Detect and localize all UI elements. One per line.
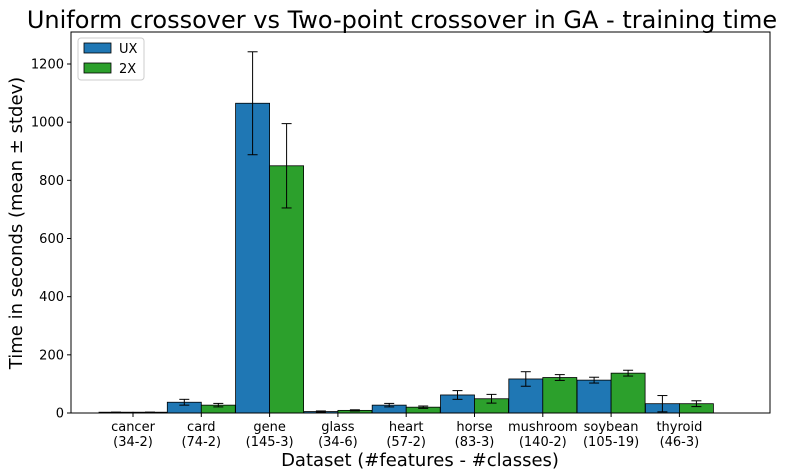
- legend: UX 2X: [77, 37, 145, 81]
- x-tick-label-detail: (57-2): [386, 435, 426, 450]
- x-tick-label-glass: glass (34-6): [318, 420, 358, 450]
- y-axis-label: Time in seconds (mean ± stdev): [6, 77, 27, 370]
- y-tick-label-1200: 1200: [31, 57, 64, 72]
- x-axis: cancer (34-2)card (74-2)gene (145-3)glass (3…: [111, 413, 702, 450]
- x-tick-label-detail: (46-3): [660, 435, 700, 450]
- x-tick-label-horse: horse (83-3): [455, 420, 495, 450]
- x-tick-label-name: card: [187, 420, 215, 435]
- x-tick-label-detail: (105-19): [583, 435, 639, 450]
- y-tick-label-0: 0: [56, 407, 64, 422]
- bar-2x-mushroom: [542, 377, 578, 414]
- x-tick-label-name: thyroid: [656, 420, 702, 435]
- x-tick-label-name: cancer: [111, 420, 155, 435]
- legend-swatch-2x: [83, 62, 112, 74]
- bar-ux-soybean: [576, 379, 612, 414]
- y-tick-label-600: 600: [39, 232, 64, 247]
- x-tick-label-name: mushroom: [508, 420, 578, 435]
- y-tick-label-200: 200: [39, 348, 64, 363]
- x-tick-label-thyroid: thyroid (46-3): [656, 420, 702, 450]
- y-tick-label-400: 400: [39, 290, 64, 305]
- x-tick-label-name: horse: [456, 420, 492, 435]
- x-tick-label-card: card (74-2): [181, 420, 221, 450]
- x-tick-label-detail: (34-6): [318, 435, 358, 450]
- x-axis-label: Dataset (#features - #classes): [281, 450, 559, 471]
- x-tick-label-detail: (140-2): [519, 435, 567, 450]
- legend-label-2x: 2X: [119, 62, 136, 77]
- x-tick-label-detail: (83-3): [455, 435, 495, 450]
- chart-title: Uniform crossover vs Two-point crossover…: [27, 6, 777, 34]
- x-tick-label-heart: heart (57-2): [386, 420, 426, 450]
- x-tick-label-mushroom: mushroom (140-2): [508, 420, 578, 450]
- x-tick-label-name: gene: [253, 420, 286, 435]
- x-tick-label-name: soybean: [584, 420, 639, 435]
- bar-2x-soybean: [610, 372, 646, 414]
- error-bars-layer: [111, 51, 702, 414]
- x-tick-label-cancer: cancer (34-2): [111, 420, 155, 450]
- y-tick-label-800: 800: [39, 174, 64, 189]
- x-tick-label-detail: (145-3): [246, 435, 294, 450]
- x-tick-label-name: heart: [389, 420, 424, 435]
- y-axis: 0 200 400 600 800 1000 1200: [31, 57, 71, 422]
- x-tick-label-name: glass: [321, 420, 355, 435]
- x-tick-label-detail: (74-2): [181, 435, 221, 450]
- x-tick-label-soybean: soybean (105-19): [583, 420, 639, 450]
- x-tick-label-detail: (34-2): [113, 435, 153, 450]
- plot-frame: [70, 31, 771, 414]
- legend-swatch-ux: [83, 42, 112, 54]
- y-tick-label-1000: 1000: [31, 116, 64, 131]
- legend-label-ux: UX: [119, 42, 138, 57]
- x-tick-label-gene: gene (145-3): [246, 420, 294, 450]
